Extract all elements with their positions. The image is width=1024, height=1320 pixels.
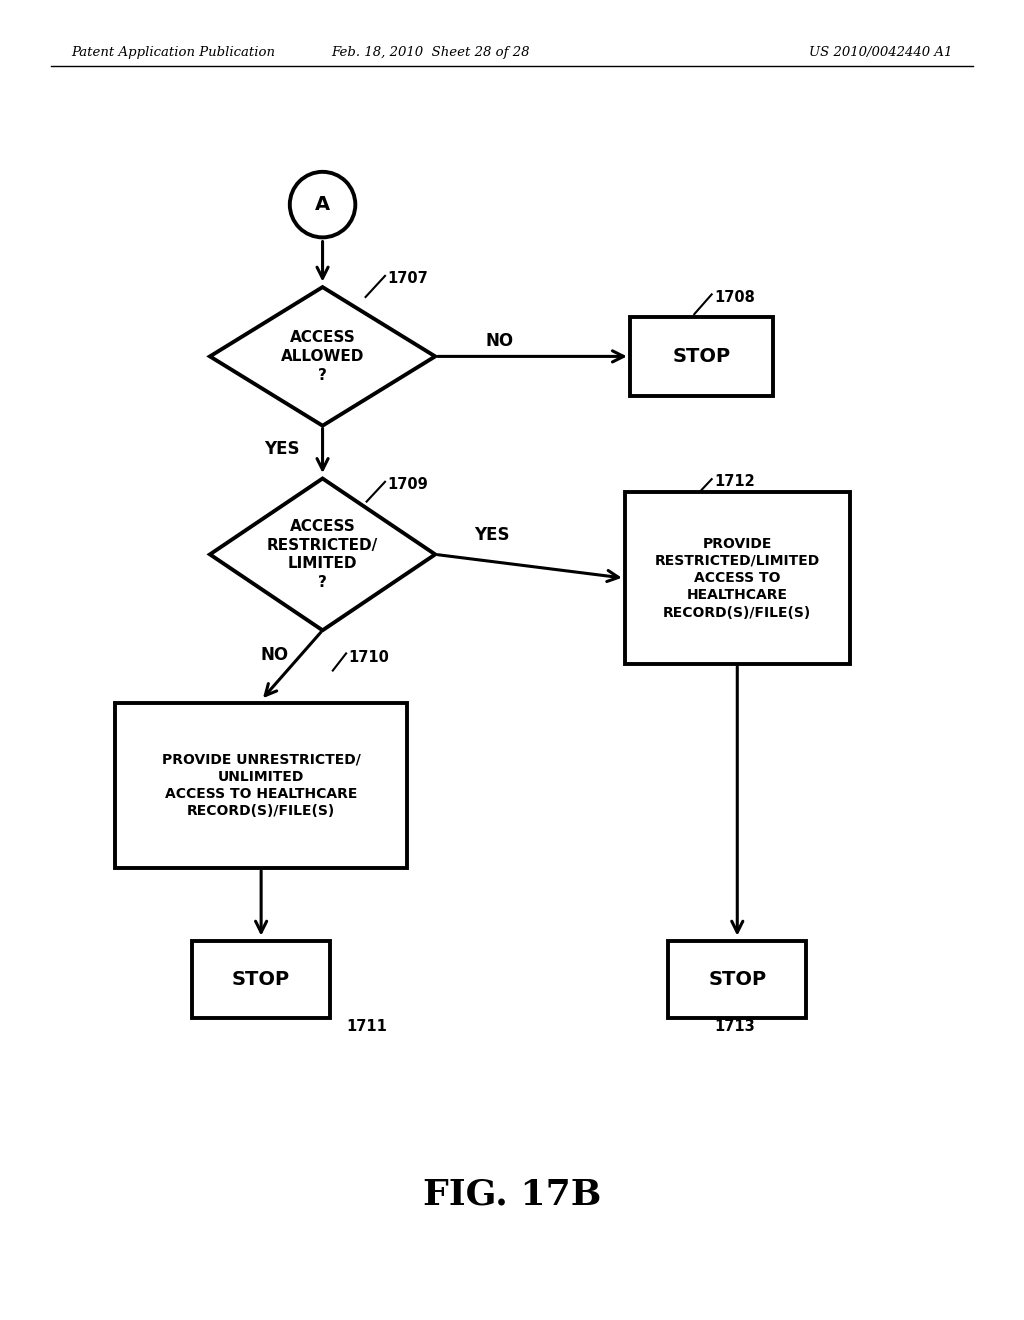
Text: PROVIDE
RESTRICTED/LIMITED
ACCESS TO
HEALTHCARE
RECORD(S)/FILE(S): PROVIDE RESTRICTED/LIMITED ACCESS TO HEA… — [654, 536, 820, 620]
Text: NO: NO — [260, 645, 289, 664]
Text: PROVIDE UNRESTRICTED/
UNLIMITED
ACCESS TO HEALTHCARE
RECORD(S)/FILE(S): PROVIDE UNRESTRICTED/ UNLIMITED ACCESS T… — [162, 752, 360, 818]
Text: STOP: STOP — [232, 970, 290, 989]
Text: US 2010/0042440 A1: US 2010/0042440 A1 — [809, 46, 952, 59]
Text: NO: NO — [485, 331, 514, 350]
Text: 1710: 1710 — [348, 649, 389, 665]
Bar — [193, 941, 330, 1018]
Text: FIG. 17B: FIG. 17B — [423, 1177, 601, 1212]
Text: ACCESS
RESTRICTED/
LIMITED
?: ACCESS RESTRICTED/ LIMITED ? — [267, 519, 378, 590]
Text: 1711: 1711 — [346, 1019, 387, 1035]
Text: 1707: 1707 — [387, 271, 428, 286]
Text: 1712: 1712 — [715, 474, 756, 490]
Text: Feb. 18, 2010  Sheet 28 of 28: Feb. 18, 2010 Sheet 28 of 28 — [331, 46, 529, 59]
Text: A: A — [315, 195, 330, 214]
Text: STOP: STOP — [673, 347, 730, 366]
Text: Patent Application Publication: Patent Application Publication — [72, 46, 275, 59]
Bar — [625, 492, 850, 664]
Ellipse shape — [290, 172, 355, 238]
Text: YES: YES — [474, 525, 509, 544]
Bar — [116, 702, 407, 869]
Polygon shape — [210, 479, 435, 631]
Text: 1708: 1708 — [715, 289, 756, 305]
Bar — [630, 317, 773, 396]
Text: 1713: 1713 — [715, 1019, 756, 1035]
Bar — [668, 941, 807, 1018]
Text: STOP: STOP — [709, 970, 766, 989]
Text: YES: YES — [264, 440, 299, 458]
Polygon shape — [210, 288, 435, 425]
Text: ACCESS
ALLOWED
?: ACCESS ALLOWED ? — [281, 330, 365, 383]
Text: 1709: 1709 — [387, 477, 428, 492]
